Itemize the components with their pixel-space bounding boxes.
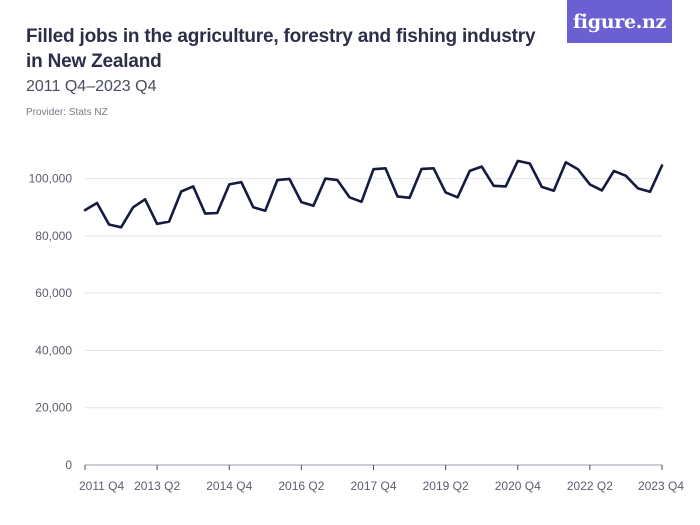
data-point[interactable]: [526, 159, 534, 167]
data-point[interactable]: [598, 186, 606, 194]
data-provider: Provider: Stats NZ: [26, 107, 108, 118]
data-point[interactable]: [357, 198, 365, 206]
chart-subtitle: 2011 Q4–2023 Q4: [26, 78, 157, 95]
series-layer: [81, 157, 666, 231]
data-point[interactable]: [418, 165, 426, 173]
data-point[interactable]: [634, 184, 642, 192]
data-point[interactable]: [165, 218, 173, 226]
data-point[interactable]: [490, 182, 498, 190]
data-point[interactable]: [550, 187, 558, 195]
data-point[interactable]: [646, 188, 654, 196]
data-point[interactable]: [309, 202, 317, 210]
x-tick-label: 2011 Q4: [79, 479, 124, 493]
data-point[interactable]: [189, 182, 197, 190]
figure-nz-logo[interactable]: figure.nz: [567, 0, 672, 43]
series-line: [83, 159, 664, 229]
x-tick-label: 2014 Q4: [206, 479, 252, 493]
x-tick-label: 2016 Q2: [278, 479, 324, 493]
data-point[interactable]: [129, 203, 137, 211]
y-axis-labels: 0 20,000 40,000 60,000 80,000 100,000: [29, 172, 73, 472]
data-point[interactable]: [213, 209, 221, 217]
data-point[interactable]: [153, 220, 161, 228]
data-point[interactable]: [177, 188, 185, 196]
y-tick-label: 100,000: [29, 172, 73, 186]
data-point[interactable]: [333, 176, 341, 184]
data-point[interactable]: [201, 210, 209, 218]
data-point[interactable]: [382, 164, 390, 172]
data-point[interactable]: [370, 165, 378, 173]
data-point[interactable]: [117, 223, 125, 231]
y-tick-label: 40,000: [35, 343, 72, 357]
data-point[interactable]: [430, 164, 438, 172]
data-point[interactable]: [478, 163, 486, 171]
data-point[interactable]: [273, 176, 281, 184]
y-tick-label: 0: [65, 458, 72, 472]
x-tick-label: 2022 Q2: [567, 479, 613, 493]
data-point[interactable]: [261, 207, 269, 215]
chart-title: Filled jobs in the agriculture, forestry…: [26, 26, 536, 72]
data-point[interactable]: [297, 198, 305, 206]
x-tick-label: 2017 Q4: [350, 479, 396, 493]
data-point[interactable]: [502, 182, 510, 190]
data-point[interactable]: [562, 158, 570, 166]
x-tick-label: 2023 Q4: [638, 479, 684, 493]
chart-header: Filled jobs in the agriculture, forestry…: [26, 24, 546, 118]
data-point[interactable]: [345, 193, 353, 201]
data-point[interactable]: [237, 178, 245, 186]
gridlines: [85, 178, 662, 466]
x-tick-label: 2020 Q4: [495, 479, 541, 493]
data-point[interactable]: [610, 167, 618, 175]
data-point[interactable]: [285, 175, 293, 183]
data-point[interactable]: [225, 180, 233, 188]
data-point[interactable]: [394, 192, 402, 200]
data-point[interactable]: [658, 161, 666, 169]
data-point[interactable]: [622, 172, 630, 180]
y-tick-label: 60,000: [35, 286, 72, 300]
x-tick-label: 2013 Q2: [134, 479, 180, 493]
y-tick-label: 80,000: [35, 229, 72, 243]
data-point[interactable]: [321, 175, 329, 183]
x-axis: 2011 Q4 2013 Q2 2014 Q4 2016 Q2 2017 Q4 2019 …: [79, 465, 684, 493]
data-point[interactable]: [249, 203, 257, 211]
x-tick-label: 2019 Q2: [423, 479, 469, 493]
data-point[interactable]: [514, 157, 522, 165]
y-tick-label: 20,000: [35, 401, 72, 415]
data-point[interactable]: [93, 199, 101, 207]
data-point[interactable]: [538, 183, 546, 191]
data-point[interactable]: [574, 165, 582, 173]
data-point[interactable]: [141, 195, 149, 203]
data-point[interactable]: [586, 180, 594, 188]
data-point[interactable]: [466, 167, 474, 175]
data-point[interactable]: [406, 194, 414, 202]
data-point[interactable]: [454, 193, 462, 201]
data-point[interactable]: [442, 188, 450, 196]
data-point[interactable]: [81, 206, 89, 214]
data-point[interactable]: [105, 220, 113, 228]
